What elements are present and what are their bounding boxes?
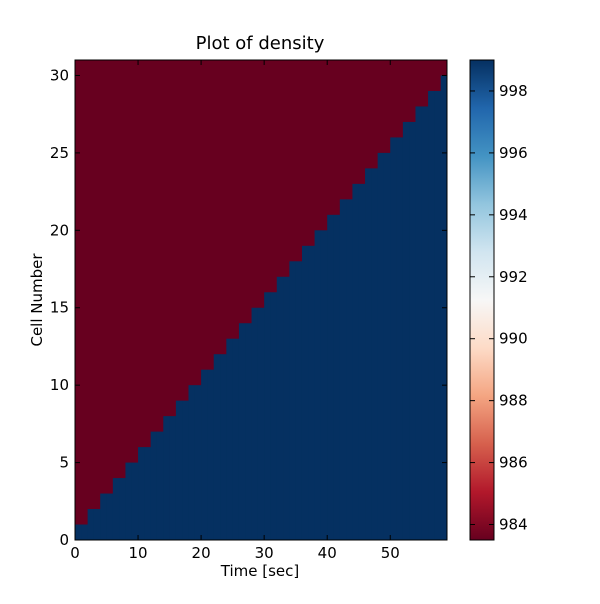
x-tick-label: 30 xyxy=(255,544,274,562)
y-tick-label: 5 xyxy=(59,454,69,472)
density-column xyxy=(106,493,114,540)
y-tick-label: 15 xyxy=(50,299,69,317)
density-column xyxy=(220,354,227,540)
density-column xyxy=(314,230,322,541)
density-column xyxy=(377,152,385,540)
density-column xyxy=(156,431,164,540)
density-column xyxy=(264,292,271,540)
colorbar-tick-label: 988 xyxy=(499,392,528,410)
density-column xyxy=(301,245,309,540)
y-tick-label: 0 xyxy=(59,531,69,549)
colorbar-tick-label: 990 xyxy=(499,330,528,348)
density-column xyxy=(276,276,284,540)
density-column xyxy=(213,354,221,540)
y-axis: 0 5 10 15 20 25 30 xyxy=(50,66,447,549)
density-column xyxy=(396,137,404,540)
density-column xyxy=(238,323,246,540)
x-tick-label: 20 xyxy=(192,544,211,562)
density-column xyxy=(201,369,208,540)
density-column xyxy=(87,509,95,540)
x-axis: 0 10 20 30 40 50 xyxy=(70,60,400,562)
density-column xyxy=(339,199,347,540)
density-column xyxy=(402,121,410,540)
density-column xyxy=(144,447,152,540)
density-column xyxy=(352,183,360,540)
colorbar-tick-label: 986 xyxy=(499,454,528,472)
density-column xyxy=(131,462,139,540)
x-tick-label: 40 xyxy=(318,544,337,562)
colorbar-tick-label: 998 xyxy=(499,82,528,100)
density-column xyxy=(421,106,429,541)
colorbar-tick-label: 984 xyxy=(499,516,528,534)
density-column xyxy=(365,168,372,541)
density-column xyxy=(283,276,290,540)
density-column xyxy=(390,137,397,540)
density-column xyxy=(75,524,82,540)
density-column xyxy=(358,183,366,540)
density-column xyxy=(81,524,89,540)
colorbar-tick-label: 994 xyxy=(499,206,528,224)
density-column xyxy=(125,462,133,540)
density-column xyxy=(409,121,416,540)
y-tick-label: 25 xyxy=(50,144,69,162)
y-axis-label: Cell Number xyxy=(28,253,46,347)
colorbar-tick-label: 992 xyxy=(499,268,528,286)
colorbar: 984 986 988 990 992 994 996 998 xyxy=(469,59,528,541)
density-column xyxy=(333,214,341,540)
x-tick-label: 0 xyxy=(70,544,80,562)
density-column xyxy=(327,214,334,540)
density-column xyxy=(346,199,353,540)
density-column xyxy=(251,307,259,540)
y-tick-label: 30 xyxy=(50,66,69,84)
density-column xyxy=(383,152,391,540)
density-column xyxy=(175,400,183,540)
density-column xyxy=(371,168,379,541)
density-column xyxy=(428,90,435,540)
density-column xyxy=(138,447,145,540)
density-column xyxy=(289,261,297,540)
density-column xyxy=(119,478,126,540)
density-column xyxy=(150,431,158,540)
x-axis-label: Time [sec] xyxy=(220,562,299,580)
y-tick-label: 10 xyxy=(50,376,69,394)
density-column xyxy=(434,90,442,540)
density-column xyxy=(182,400,189,540)
y-tick-label: 20 xyxy=(50,221,69,239)
density-column xyxy=(232,338,240,540)
density-column xyxy=(320,230,328,541)
density-column xyxy=(169,416,177,540)
colorbar-gradient xyxy=(469,59,495,541)
density-column xyxy=(257,307,265,540)
density-column xyxy=(100,493,107,540)
density-column xyxy=(194,385,202,540)
density-column xyxy=(207,369,215,540)
density-column xyxy=(295,261,303,540)
density-column xyxy=(308,245,315,540)
density-column xyxy=(163,416,170,540)
chart-title: Plot of density xyxy=(196,33,325,54)
density-column xyxy=(93,509,101,540)
density-column xyxy=(415,106,423,541)
colorbar-tick-label: 996 xyxy=(499,144,528,162)
x-tick-label: 10 xyxy=(129,544,148,562)
x-tick-label: 50 xyxy=(381,544,400,562)
density-column xyxy=(226,338,234,540)
plot-frame xyxy=(74,59,448,541)
density-column xyxy=(270,292,278,540)
density-column xyxy=(245,323,252,540)
density-column xyxy=(112,478,120,540)
density-column xyxy=(188,385,196,540)
plot-area xyxy=(74,59,448,541)
